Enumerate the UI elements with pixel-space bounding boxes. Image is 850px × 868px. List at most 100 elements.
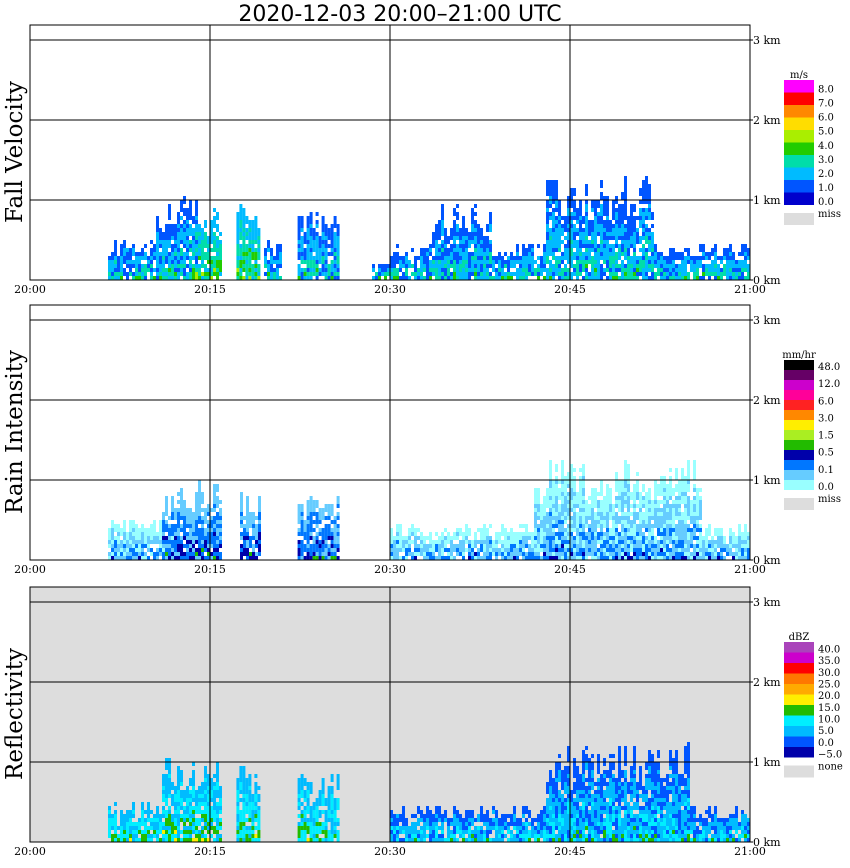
- data-cell: [245, 248, 249, 252]
- data-cell: [645, 516, 648, 520]
- data-cell: [183, 276, 186, 280]
- data-cell: [330, 264, 334, 268]
- data-cell: [627, 524, 630, 528]
- data-cell: [714, 272, 717, 276]
- data-cell: [423, 540, 426, 544]
- data-cell: [168, 528, 171, 532]
- data-cell: [210, 256, 213, 260]
- data-cell: [543, 532, 546, 536]
- data-cell: [486, 548, 489, 552]
- data-cell: [576, 276, 579, 280]
- colorbar-missing-swatch: [784, 213, 814, 225]
- data-cell: [321, 540, 325, 544]
- data-cell: [567, 272, 570, 276]
- data-cell: [177, 552, 180, 556]
- data-cell: [606, 548, 609, 552]
- data-cell: [402, 272, 405, 276]
- data-cell: [537, 268, 540, 272]
- data-cell: [180, 528, 183, 532]
- data-cell: [681, 516, 684, 520]
- data-cell: [561, 224, 564, 228]
- data-cell: [315, 264, 319, 268]
- data-cell: [267, 244, 270, 248]
- data-cell: [483, 532, 486, 536]
- data-cell: [156, 216, 159, 220]
- data-cell: [627, 268, 630, 272]
- data-cell: [561, 500, 564, 504]
- data-cell: [381, 272, 384, 276]
- data-cell: [615, 552, 618, 556]
- data-cell: [129, 268, 132, 272]
- data-cell: [660, 264, 663, 268]
- data-cell: [561, 252, 564, 256]
- data-cell: [561, 540, 564, 544]
- data-cell: [651, 272, 654, 276]
- data-cell: [669, 268, 672, 272]
- data-cell: [435, 236, 438, 240]
- data-cell: [180, 492, 183, 496]
- data-cell: [672, 552, 675, 556]
- data-cell: [156, 268, 159, 272]
- data-cell: [201, 540, 204, 544]
- data-cell: [579, 224, 582, 228]
- data-cell: [516, 556, 519, 560]
- data-cell: [588, 276, 591, 280]
- data-cell: [219, 232, 222, 236]
- data-cell: [141, 264, 144, 268]
- data-cell: [306, 244, 310, 248]
- data-cell: [651, 216, 654, 220]
- data-cell: [213, 528, 216, 532]
- data-cell: [633, 512, 636, 516]
- data-cell: [597, 252, 600, 256]
- data-cell: [309, 264, 313, 268]
- data-cell: [624, 252, 627, 256]
- data-cell: [609, 532, 612, 536]
- data-cell: [669, 480, 672, 484]
- data-cell: [306, 540, 310, 544]
- data-cell: [453, 220, 456, 224]
- data-cell: [435, 544, 438, 548]
- data-cell: [474, 256, 477, 260]
- data-cell: [672, 512, 675, 516]
- data-cell: [195, 524, 198, 528]
- data-cell: [666, 524, 669, 528]
- data-cell: [297, 264, 301, 268]
- data-cell: [192, 276, 195, 280]
- data-cell: [585, 264, 588, 268]
- data-cell: [321, 548, 325, 552]
- data-cell: [411, 272, 414, 276]
- data-cell: [239, 248, 243, 252]
- data-cell: [528, 244, 531, 248]
- data-cell: [549, 188, 552, 192]
- data-cell: [567, 216, 570, 220]
- data-cell: [324, 228, 328, 232]
- data-cell: [300, 520, 304, 524]
- data-cell: [270, 276, 273, 280]
- data-cell: [573, 204, 576, 208]
- data-cell: [423, 256, 426, 260]
- data-cell: [303, 520, 307, 524]
- data-cell: [567, 540, 570, 544]
- data-cell: [741, 548, 744, 552]
- data-cell: [207, 248, 210, 252]
- data-cell: [432, 556, 435, 560]
- data-cell: [624, 248, 627, 252]
- data-cell: [219, 500, 222, 504]
- data-cell: [582, 276, 585, 280]
- data-cell: [468, 276, 471, 280]
- data-cell: [627, 544, 630, 548]
- data-cell: [324, 256, 328, 260]
- data-cell: [732, 268, 735, 272]
- data-cell: [537, 536, 540, 540]
- data-cell: [621, 488, 624, 492]
- data-cell: [531, 536, 534, 540]
- data-cell: [384, 272, 387, 276]
- data-cell: [147, 834, 150, 838]
- data-cell: [672, 528, 675, 532]
- data-cell: [318, 520, 322, 524]
- data-cell: [558, 520, 561, 524]
- data-cell: [177, 500, 180, 504]
- data-cell: [435, 548, 438, 552]
- data-cell: [254, 248, 258, 252]
- data-cell: [411, 264, 414, 268]
